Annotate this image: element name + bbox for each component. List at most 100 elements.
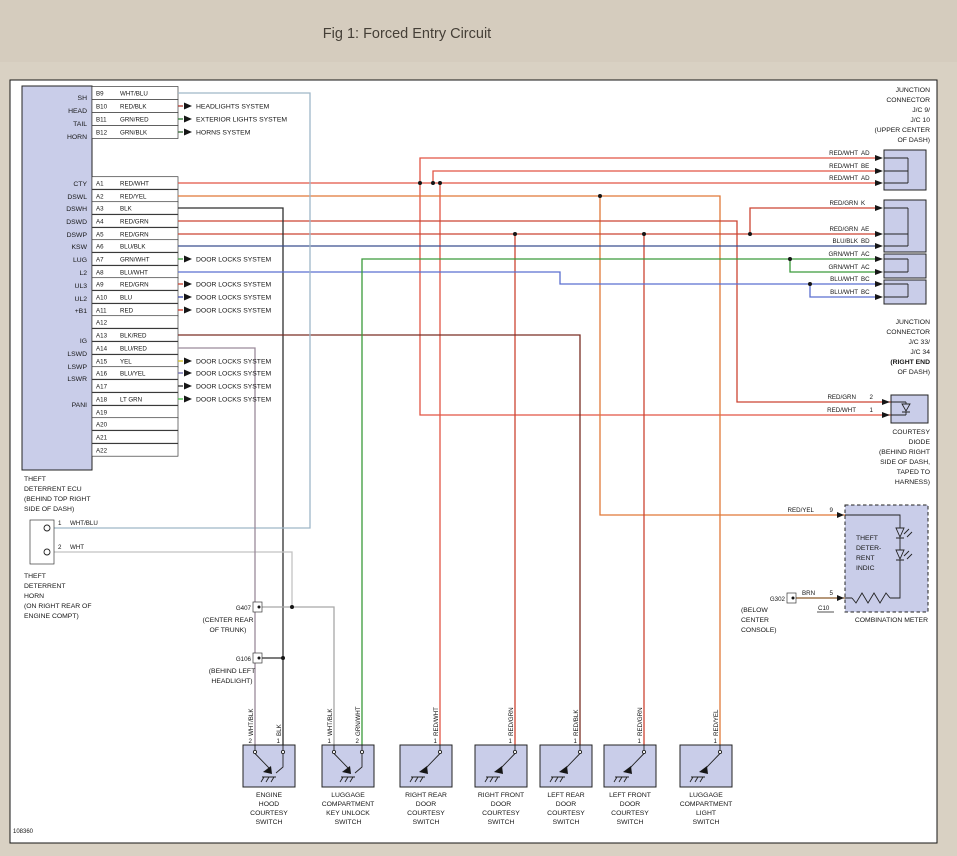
pin-id: A5 — [96, 232, 104, 239]
ground-g302-labels: G302 BRN 5 C10 (BELOW CENTER CONSOLE) — [741, 590, 834, 634]
wires-wht — [54, 551, 293, 607]
indicator-text: INDIC — [856, 565, 875, 572]
pin-number: 1 — [870, 407, 874, 414]
caption-line: J/C 10 — [910, 117, 930, 124]
caption-line: COMPARTMENT — [322, 801, 375, 808]
ecu-terminal: PANI — [72, 402, 87, 409]
caption-line: DOOR — [620, 801, 640, 808]
caption-line: SWITCH — [256, 819, 283, 826]
ecu-terminal: IG — [80, 338, 87, 345]
wire-color-label: WHT/BLU — [120, 91, 148, 98]
ground-id: G407 — [236, 605, 252, 612]
pin-id: A15 — [96, 359, 108, 366]
caption-line: JUNCTION — [896, 319, 930, 326]
caption-line: DOOR — [556, 801, 576, 808]
wire-color-label: RED/WHT — [120, 181, 149, 188]
wires-grn-wht — [178, 258, 878, 745]
wire-color-label: GRN/RED — [120, 117, 149, 124]
ecu-pin-labels: B9 WHT/BLU B10 RED/BLK B11 GRN/RED B12 GRN/B… — [96, 91, 150, 455]
ecu-terminal: LSWR — [67, 376, 87, 383]
theft-deterrent-horn-connector — [29, 519, 55, 565]
ecu-terminal: +B1 — [75, 308, 88, 315]
caption-line: CONNECTOR — [886, 329, 930, 336]
caption-line: J/C 34 — [910, 349, 930, 356]
pin-id: A4 — [96, 219, 104, 226]
wire-color-label: BRN — [802, 590, 815, 597]
wire-color-label: WHT/BLU — [70, 520, 98, 527]
ground-g106-icon — [252, 652, 263, 664]
wire-color-label: BLK/RED — [120, 333, 147, 340]
caption-line: CENTER — [741, 617, 769, 624]
wire-color-label: RED/GRN — [508, 707, 515, 736]
wire-color-label: BLU/RED — [120, 346, 147, 353]
wire-color-label: RED/WHT — [433, 707, 440, 736]
ecu-terminal: LUG — [73, 257, 87, 264]
caption-line: KEY UNLOCK — [326, 810, 370, 817]
caption-line: LIGHT — [696, 810, 716, 817]
switch-luggage-key-unlock — [321, 744, 375, 788]
system-arrows — [184, 102, 192, 403]
ground-g407-icon — [252, 601, 263, 613]
terminal-id: AD — [861, 150, 870, 157]
wires-wht-blu — [54, 92, 311, 529]
pin-id: B9 — [96, 91, 104, 98]
wire-color-label: BLU/WHT — [120, 270, 148, 277]
pin-number: 9 — [830, 507, 834, 514]
switch-left-rear-door — [539, 744, 593, 788]
system-label: EXTERIOR LIGHTS SYSTEM — [196, 117, 287, 124]
caption-line: J/C 33/ — [908, 339, 930, 346]
caption-line: DETERRENT — [24, 583, 66, 590]
ecu-terminal: HORN — [67, 134, 87, 141]
horn-labels: 1 WHT/BLU 2 WHT THEFT DETERRENT HORN (ON… — [24, 520, 98, 620]
caption-line: DIODE — [908, 439, 930, 446]
wire-color-label: RED/GRN — [829, 200, 858, 207]
indicator-text: DETER- — [856, 545, 881, 552]
terminal-id: AD — [861, 175, 870, 182]
wires-blk — [178, 207, 284, 745]
wire-color-label: GRN/WHT — [828, 251, 858, 258]
switch-luggage-light — [679, 744, 733, 788]
terminal-id: BC — [861, 289, 870, 296]
wires-blu-wht — [178, 271, 878, 298]
figure-id: 108360 — [13, 829, 34, 835]
wire-color-label: RED/YEL — [713, 709, 720, 736]
caption-line: TAPED TO — [897, 469, 930, 476]
caption-line: (RIGHT END — [890, 359, 930, 366]
caption-line: J/C 9/ — [912, 107, 930, 114]
pin-number: 1 — [277, 738, 281, 745]
junction-row-labels: RED/WHT AD RED/WHT BE RED/WHT AD RED/GRN K R… — [828, 150, 870, 296]
wires-blu-red — [178, 347, 256, 745]
junction-mid-caption: JUNCTION CONNECTOR J/C 33/ J/C 34 (RIGHT… — [886, 319, 930, 376]
pin-id: A1 — [96, 181, 104, 188]
caption-line: CONSOLE) — [741, 627, 777, 634]
wire-color-label: BLU/WHT — [830, 289, 858, 296]
system-label: DOOR LOCKS SYSTEM — [196, 295, 271, 302]
ground-g407-labels: G407 (CENTER REAR OF TRUNK) — [203, 605, 254, 634]
caption-line: SWITCH — [488, 819, 515, 826]
caption-line: (BEHIND RIGHT — [879, 449, 930, 456]
junction-top-caption: JUNCTION CONNECTOR J/C 9/ J/C 10 (UPPER … — [874, 87, 930, 144]
ecu-terminal-labels: SH HEAD TAIL HORN CTY DSWL DSWH DSWD DSW… — [66, 95, 87, 409]
pin-number: 2 — [249, 738, 253, 745]
pin-id: A20 — [96, 422, 108, 429]
pin-id: A21 — [96, 435, 108, 442]
indicator-text: THEFT — [856, 535, 878, 542]
ecu-terminal: LSWP — [68, 364, 88, 371]
terminal-id: AC — [861, 264, 870, 271]
caption-line: DOOR — [491, 801, 511, 808]
caption-line: THEFT — [24, 476, 46, 483]
indicator-labels: RED/YEL 9 THEFT DETER- RENT INDIC COMBIN… — [788, 507, 929, 624]
pin-id: A13 — [96, 333, 108, 340]
pin-id: A12 — [96, 320, 108, 327]
system-label: DOOR LOCKS SYSTEM — [196, 384, 271, 391]
caption-line: (UPPER CENTER — [874, 127, 930, 134]
ecu-terminal: DSWD — [66, 219, 87, 226]
caption-line: COURTESY — [482, 810, 520, 817]
pin-id: B11 — [96, 117, 107, 124]
caption-line: HEADLIGHT) — [211, 678, 252, 685]
wire-color-label: GRN/BLK — [120, 130, 148, 137]
caption-line: SWITCH — [693, 819, 720, 826]
wire-color-label: RED/WHT — [829, 175, 858, 182]
switch-left-front-door — [603, 744, 657, 788]
